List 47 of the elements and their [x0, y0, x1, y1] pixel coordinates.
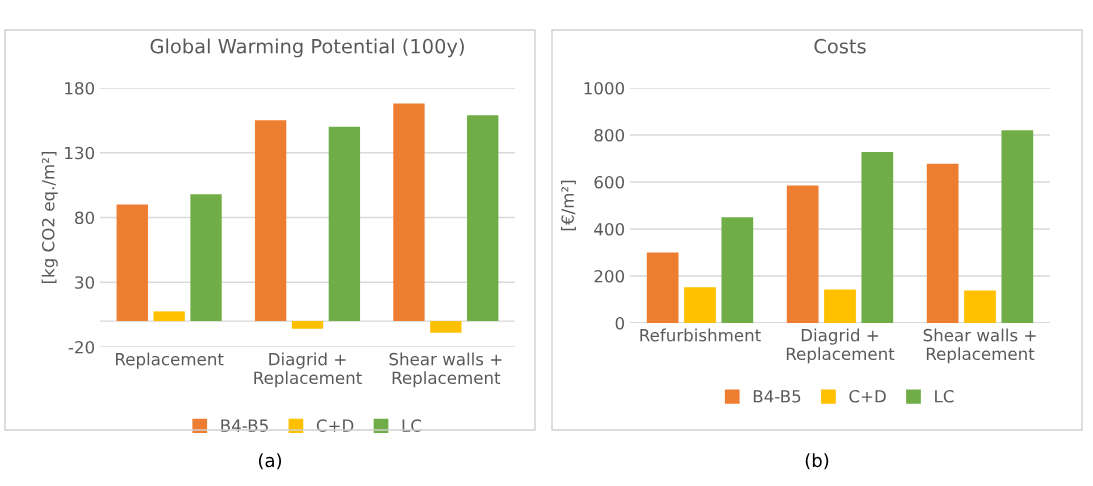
- bar: [393, 103, 425, 322]
- y-tick-label: 80: [75, 211, 95, 225]
- text: (a): [258, 453, 282, 470]
- y-tick-label: 800: [594, 128, 625, 142]
- legend-label: LC: [402, 419, 422, 432]
- y-axis-title: [€/m²]: [561, 180, 576, 231]
- bar: [861, 151, 894, 323]
- legend-label: C+D: [316, 419, 354, 432]
- bar: [467, 115, 499, 322]
- x-tick-label: Shear walls + Replacement: [923, 328, 1036, 364]
- x-tick-label: Diagrid + Replacement: [786, 328, 895, 364]
- chart-title: Costs: [814, 38, 866, 54]
- legend-label: B4-B5: [753, 390, 801, 403]
- bar: [116, 204, 148, 322]
- bar: [430, 321, 462, 333]
- y-tick-label: 130: [65, 146, 95, 160]
- y-tick-label: 1000: [584, 81, 625, 95]
- bar: [190, 194, 222, 322]
- y-axis-title: [kg CO2 eq./m²]: [41, 152, 58, 283]
- bar: [646, 252, 679, 323]
- bar: [684, 287, 716, 323]
- bar: [291, 321, 324, 329]
- bar: [1001, 130, 1034, 323]
- y-tick-label: 200: [594, 269, 625, 283]
- bar: [328, 126, 361, 322]
- bar: [824, 289, 856, 323]
- legend-label: C+D: [849, 389, 886, 403]
- y-tick-label: 180: [65, 81, 95, 95]
- text: (b): [805, 453, 829, 470]
- y-tick-label: -20: [68, 340, 95, 354]
- bar: [964, 290, 996, 323]
- chart-title: Global Warming Potential (100y): [150, 38, 464, 58]
- legend-label: LC: [935, 389, 954, 403]
- bar: [926, 163, 959, 323]
- legend-label: B4-B5: [221, 419, 268, 432]
- y-tick-label: 600: [594, 175, 625, 189]
- x-tick-label: Shear walls + Replacement: [389, 352, 502, 388]
- x-tick-label: Replacement: [116, 352, 224, 369]
- x-tick-label: Refurbishment: [640, 328, 761, 342]
- y-tick-label: 30: [75, 276, 95, 289]
- bar: [254, 120, 287, 322]
- bar: [721, 217, 754, 323]
- bar: [786, 185, 819, 323]
- y-tick-label: 400: [594, 222, 625, 236]
- x-tick-label: Diagrid + Replacement: [254, 352, 362, 388]
- bar: [153, 311, 185, 322]
- y-tick-label: 0: [615, 316, 625, 330]
